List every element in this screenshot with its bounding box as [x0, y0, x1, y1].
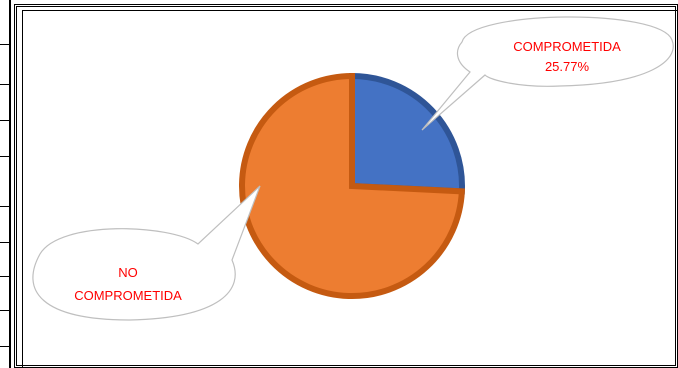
pie-slice-comprometida: [349, 72, 465, 195]
callout-value-comprometida: 25.77%: [545, 59, 590, 74]
callout-label-comprometida: COMPROMETIDA: [513, 39, 621, 54]
chart-inner-border: [22, 10, 678, 368]
callout-bubble-comprometida: [421, 16, 674, 131]
left-table-strip: [0, 0, 11, 368]
callout-bubble-no-comprometida: [32, 185, 261, 321]
callout-label-no: NO: [118, 265, 138, 280]
pie-slice-no-comprometida: [239, 72, 466, 299]
callout-label-comprometida-2: COMPROMETIDA: [74, 288, 182, 303]
